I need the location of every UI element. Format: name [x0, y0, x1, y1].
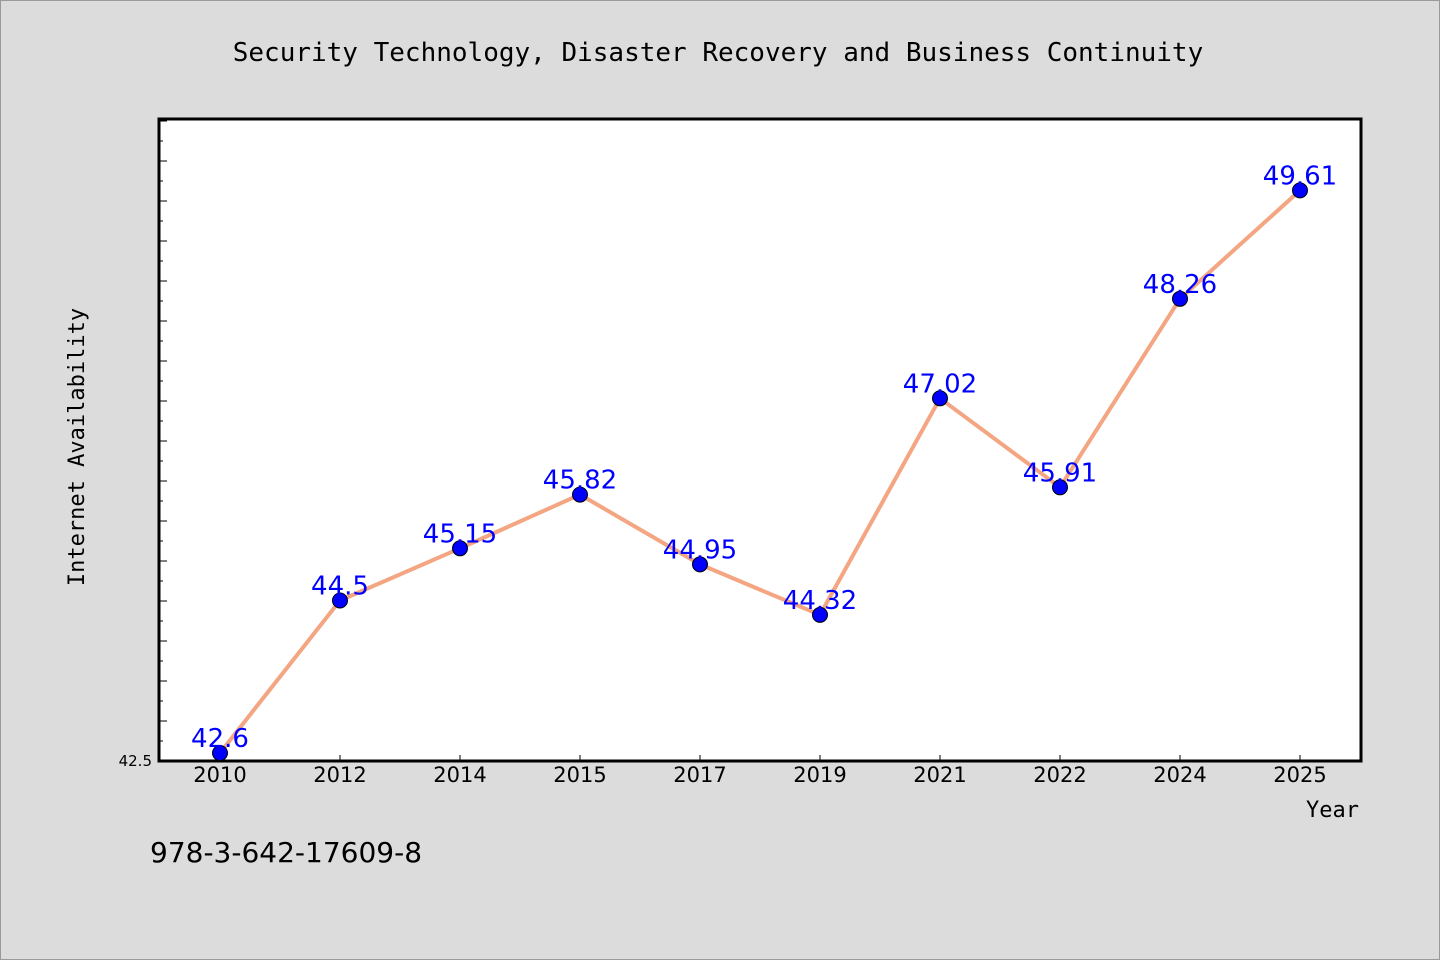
x-tick-label: 2012 [313, 763, 366, 787]
x-tick-label: 2019 [793, 763, 846, 787]
data-label: 48.26 [1143, 270, 1217, 300]
x-tick-label: 2017 [673, 763, 726, 787]
x-axis-tick-labels: 2010 2012 2014 2015 2017 2019 2021 2022 2024 2025 [193, 755, 1327, 787]
data-label: 44.95 [663, 535, 737, 565]
y-axis-ticks [159, 120, 167, 762]
data-point [332, 592, 348, 609]
data-point [692, 556, 708, 573]
x-tick-label: 2022 [1033, 763, 1086, 787]
series-polyline [218, 188, 1302, 755]
data-labels: 42.6 44.5 45.15 45.82 44.95 44.32 47.02 45.91 48… [191, 161, 1337, 754]
data-label: 44.5 [311, 572, 369, 602]
data-label: 49.61 [1263, 161, 1337, 191]
data-label: 47.02 [903, 369, 977, 399]
series-markers [212, 182, 1308, 761]
x-tick-label: 2015 [553, 763, 606, 787]
footer-isbn: 978-3-642-17609-8 [150, 836, 422, 869]
y-axis-label: Internet Availability [65, 308, 90, 586]
data-point [932, 390, 948, 407]
data-label: 42.6 [191, 724, 249, 754]
x-tick-label: 2021 [913, 763, 966, 787]
x-tick-label: 2025 [1273, 763, 1326, 787]
data-point [212, 745, 228, 761]
plot-area [157, 117, 1363, 763]
data-point [1052, 479, 1068, 496]
data-point [452, 540, 468, 557]
data-label: 45.82 [543, 466, 617, 496]
series-line [218, 188, 1302, 755]
data-label: 45.91 [1023, 458, 1097, 488]
x-tick-label: 2014 [433, 763, 486, 787]
data-point [812, 606, 828, 623]
data-point [1292, 182, 1308, 199]
x-tick-label: 2024 [1153, 763, 1206, 787]
chart-title: Security Technology, Disaster Recovery a… [233, 38, 1204, 68]
data-label: 45.15 [423, 519, 497, 549]
data-point [1172, 290, 1188, 307]
x-tick-label: 2010 [193, 763, 246, 787]
x-axis-label: Year [1306, 798, 1359, 823]
data-point [572, 486, 588, 503]
data-label: 44.32 [783, 586, 857, 616]
y-tick-label-min: 42.5 [119, 752, 152, 770]
